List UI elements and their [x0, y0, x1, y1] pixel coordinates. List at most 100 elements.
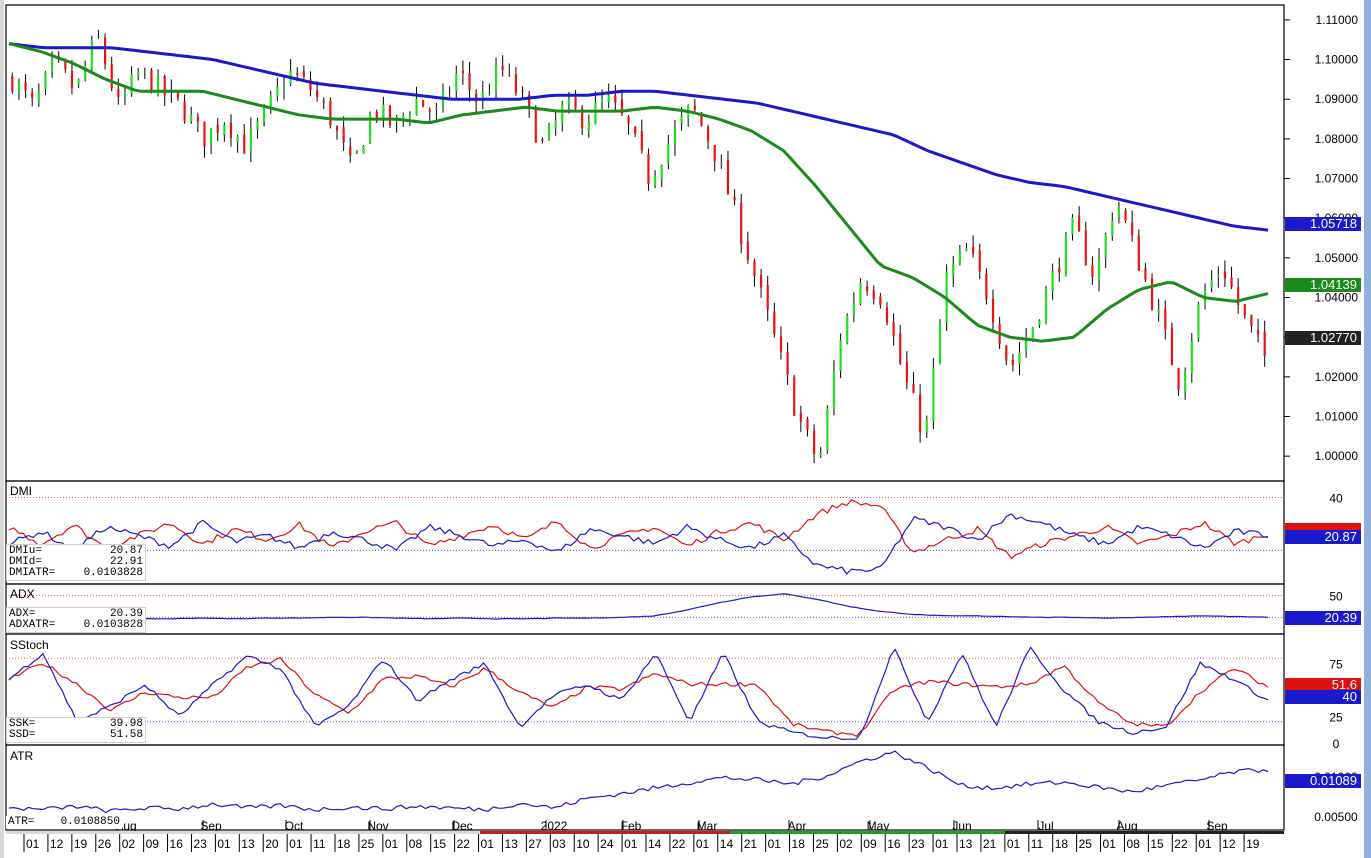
day-label: 11	[1031, 837, 1044, 851]
atr-line	[8, 750, 1269, 814]
day-label: 11	[313, 837, 326, 851]
adxatr-value: 0.0103828	[83, 619, 143, 631]
day-label: 08	[1126, 837, 1140, 851]
day-label: 10	[576, 837, 590, 851]
day-label: 01	[481, 837, 495, 851]
adxatr-key: ADXATR=	[9, 619, 56, 631]
atr-panel[interactable]	[8, 750, 1269, 814]
time-band	[480, 831, 730, 834]
price-tick-label: 1.05000	[1315, 251, 1359, 265]
day-label: 01	[696, 837, 710, 851]
day-label: 01	[1007, 837, 1021, 851]
month-label: Nov	[367, 819, 388, 833]
day-label: 23	[193, 837, 207, 851]
day-label: 22	[457, 837, 471, 851]
day-label: 25	[1079, 837, 1093, 851]
price-tick-label: 1.09000	[1315, 92, 1359, 106]
price-tick-label: 1.10000	[1315, 53, 1359, 67]
day-label: 19	[74, 837, 88, 851]
day-label: 18	[337, 837, 351, 851]
ssd-value: 51.58	[109, 729, 143, 741]
day-label: 13	[241, 837, 255, 851]
ssd-badge: 51.6	[1285, 678, 1361, 692]
panel-borders	[5, 4, 1285, 831]
month-label: Apr	[788, 819, 807, 833]
day-label: 27	[528, 837, 542, 851]
time-axis: Aug Sep Oct Nov Dec 2022 Feb Mar Apr May Jun Jul Aug…	[6, 819, 1284, 852]
time-band	[6, 831, 480, 834]
day-label: 01	[385, 837, 399, 851]
day-label: 19	[1246, 837, 1260, 851]
dmid-line	[8, 498, 1269, 560]
atr-value: 0.0108850	[60, 816, 120, 828]
dmid-value: 22.91	[109, 556, 143, 568]
day-label: 14	[648, 837, 662, 851]
day-label: 16	[887, 837, 901, 851]
adx-panel[interactable]	[6, 593, 1284, 621]
ma-mid-badge: 1.04139	[1285, 278, 1361, 292]
ssk-line	[8, 646, 1269, 741]
adx-value: 20.39	[109, 608, 143, 620]
day-label: 18	[1055, 837, 1069, 851]
atr-key: ATR=	[8, 816, 35, 828]
dmi-panel[interactable]	[6, 497, 1284, 575]
day-label: 02	[839, 837, 853, 851]
day-label: 08	[409, 837, 423, 851]
atr-badge: 0.01089	[1285, 774, 1361, 788]
dmiu-value: 20.87	[109, 545, 143, 557]
day-label: 01	[935, 837, 949, 851]
dmiatr-value: 0.0103828	[83, 567, 143, 579]
month-label: Oct	[285, 819, 304, 833]
indicator-tick-label: 0	[1333, 737, 1340, 751]
indicator-tick-label: 25	[1329, 711, 1343, 725]
adx-title: ADX	[10, 587, 35, 601]
adx-line	[8, 593, 1269, 621]
price-tick-label: 1.04000	[1315, 291, 1359, 305]
sstoch-panel[interactable]	[6, 646, 1284, 741]
day-label: 20	[265, 837, 279, 851]
dmiatr-key: DMIATR=	[9, 567, 56, 579]
ssk-key: SSK=	[9, 718, 36, 730]
price-tick-label: 1.01000	[1315, 410, 1359, 424]
day-label: 01	[217, 837, 231, 851]
time-band	[1005, 831, 1284, 834]
day-label: 25	[361, 837, 375, 851]
day-label: 15	[1150, 837, 1164, 851]
month-label: Mar	[697, 819, 718, 833]
day-label: 13	[504, 837, 518, 851]
day-label: 01	[624, 837, 638, 851]
ssk-value: 39.98	[109, 718, 143, 730]
price-tick-label: 1.08000	[1315, 132, 1359, 146]
price-tick-label: 1.02000	[1315, 370, 1359, 384]
month-label: Dec	[451, 819, 472, 833]
day-label: 13	[959, 837, 973, 851]
day-label: 02	[122, 837, 136, 851]
atr-title: ATR	[10, 749, 34, 763]
indicator-tick-label: 0.00500	[1314, 810, 1358, 824]
price-axis: 1.110001.100001.090001.080001.070001.060…	[1284, 13, 1358, 824]
price-tick-label: 1.07000	[1315, 172, 1359, 186]
day-label: 22	[1174, 837, 1188, 851]
adx-readout: ADX= 20.39 ADXATR= 0.0103828	[6, 607, 146, 633]
price-panel[interactable]	[8, 29, 1269, 464]
ssk-badge: 40	[1285, 690, 1361, 704]
month-label: Feb	[621, 819, 642, 833]
day-label: 01	[1198, 837, 1212, 851]
indicator-tick-label: 40	[1329, 492, 1343, 506]
day-label: 18	[792, 837, 806, 851]
ssd-line	[8, 656, 1269, 738]
dmid-badge	[1285, 523, 1361, 530]
day-label: 03	[552, 837, 566, 851]
month-label: Sep	[200, 819, 222, 833]
dmiu-line	[8, 513, 1269, 575]
ssd-key: SSD=	[9, 729, 36, 741]
day-label: 01	[289, 837, 303, 851]
day-label: 09	[863, 837, 877, 851]
month-label: Sep	[1206, 819, 1228, 833]
day-label: 01	[26, 837, 40, 851]
dmiu-badge: 20.87	[1285, 530, 1361, 544]
day-label: 21	[744, 837, 758, 851]
day-label: 16	[170, 837, 184, 851]
adx-key: ADX=	[9, 608, 36, 620]
